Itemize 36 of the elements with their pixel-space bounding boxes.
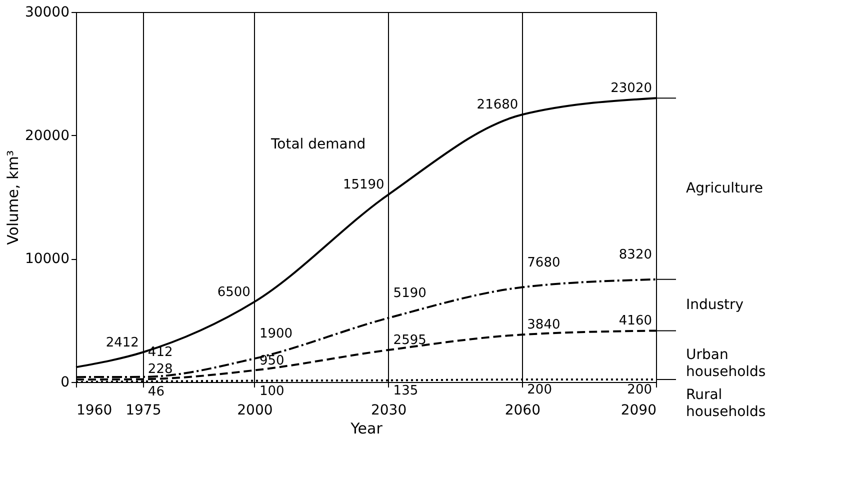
data-label: 6500	[217, 284, 250, 300]
data-label: 46	[148, 384, 164, 400]
data-label: 135	[393, 383, 418, 398]
data-label: 1900	[259, 326, 293, 342]
y-tick-label: 10000	[24, 251, 70, 268]
text: Rural households	[686, 387, 766, 420]
data-label: 2412	[106, 335, 139, 350]
data-label: 8320	[618, 247, 652, 262]
data-label: 2595	[393, 332, 426, 348]
x-tick-label: 1960	[76, 402, 112, 418]
data-label: 21680	[476, 98, 518, 113]
x-tick-label: 2060	[504, 402, 540, 418]
y-axis-title: Volume, km³	[4, 150, 22, 245]
data-label: 4160	[618, 314, 652, 329]
x-tick-label: 1975	[126, 402, 162, 418]
data-label: 15190	[342, 178, 384, 193]
x-tick-label: 2090	[620, 402, 656, 418]
y-tick-label: 0	[60, 374, 70, 390]
data-label: 200	[627, 382, 652, 398]
text: Total demand	[270, 136, 366, 153]
x-tick-label: 2000	[237, 402, 273, 418]
x-tick-label: 2030	[370, 402, 407, 418]
data-label: 228	[148, 362, 173, 378]
y-tick-label: 20000	[24, 128, 70, 144]
data-label: 200	[527, 382, 552, 398]
data-label: 23020	[610, 81, 652, 96]
text: Industry	[686, 297, 744, 314]
y-tick-label: 30000	[24, 4, 70, 20]
x-axis-title: Year	[350, 420, 384, 438]
data-label: 5190	[393, 286, 426, 301]
text: Urban households	[686, 347, 766, 380]
data-label: 950	[259, 353, 284, 368]
data-label: 7680	[527, 255, 560, 270]
data-label: 3840	[527, 318, 560, 333]
text: Agriculture	[686, 180, 763, 197]
data-label: 100	[259, 384, 284, 399]
